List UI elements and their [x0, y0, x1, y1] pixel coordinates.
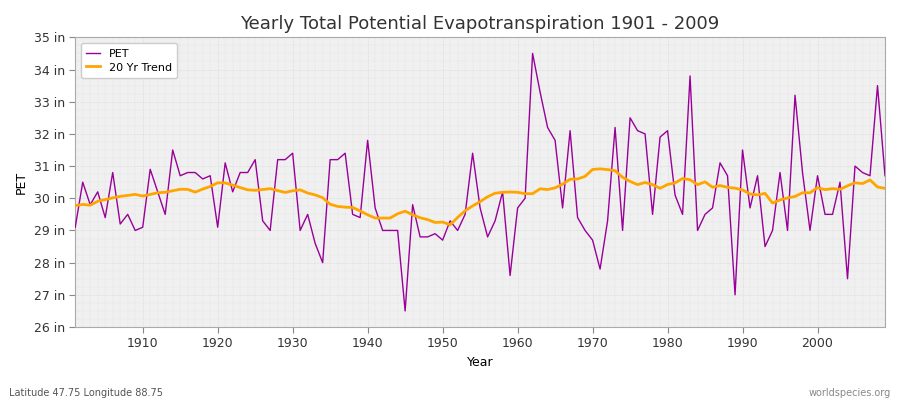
X-axis label: Year: Year — [467, 356, 493, 369]
Legend: PET, 20 Yr Trend: PET, 20 Yr Trend — [81, 43, 177, 78]
PET — [130, 228, 140, 233]
PET — [879, 173, 890, 178]
Y-axis label: PET: PET — [15, 171, 28, 194]
PET — [339, 151, 350, 156]
20 Yr Trend — [130, 192, 140, 197]
20 Yr Trend — [295, 188, 306, 192]
20 Yr Trend — [519, 191, 530, 196]
20 Yr Trend — [445, 222, 455, 227]
20 Yr Trend — [70, 203, 81, 208]
20 Yr Trend — [595, 166, 606, 171]
PET — [400, 308, 410, 313]
PET — [70, 225, 81, 230]
Title: Yearly Total Potential Evapotranspiration 1901 - 2009: Yearly Total Potential Evapotranspiratio… — [240, 15, 720, 33]
Text: Latitude 47.75 Longitude 88.75: Latitude 47.75 Longitude 88.75 — [9, 388, 163, 398]
Text: worldspecies.org: worldspecies.org — [809, 388, 891, 398]
PET — [519, 196, 530, 201]
PET — [295, 228, 306, 233]
PET — [527, 51, 538, 56]
Line: 20 Yr Trend: 20 Yr Trend — [76, 169, 885, 225]
20 Yr Trend — [617, 175, 628, 180]
20 Yr Trend — [879, 186, 890, 191]
20 Yr Trend — [339, 205, 350, 210]
PET — [617, 228, 628, 233]
PET — [512, 206, 523, 210]
Line: PET: PET — [76, 54, 885, 311]
20 Yr Trend — [512, 190, 523, 195]
